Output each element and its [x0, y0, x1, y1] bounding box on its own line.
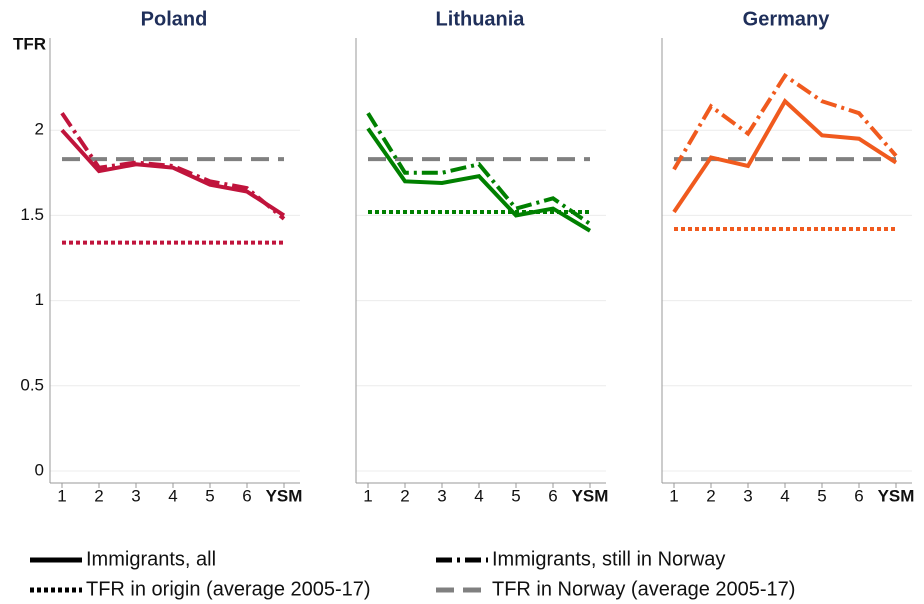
series-line [672, 72, 898, 171]
series-line [60, 128, 286, 218]
y-tick-label: 2 [35, 120, 44, 139]
x-tick-label: 3 [437, 486, 446, 505]
series-line [366, 127, 592, 233]
series-line [366, 112, 592, 226]
x-tick-label: 1 [363, 486, 372, 505]
legend-label: TFR in Norway (average 2005-17) [492, 578, 795, 600]
x-tick-label: 3 [131, 486, 140, 505]
y-tick-label: 0 [35, 460, 44, 479]
x-tick-label: 1 [57, 486, 66, 505]
x-tick-label: 4 [168, 486, 177, 505]
x-tick-label: 1 [669, 486, 678, 505]
series-line [672, 98, 898, 214]
x-tick-label: YSM [266, 486, 303, 505]
x-tick-label: 3 [743, 486, 752, 505]
legend-label: Immigrants, all [86, 548, 216, 570]
x-tick-label: 2 [400, 486, 409, 505]
x-tick-label: 4 [474, 486, 483, 505]
x-tick-label: 5 [205, 486, 214, 505]
x-tick-label: 6 [854, 486, 863, 505]
x-tick-label: 6 [242, 486, 251, 505]
x-tick-label: YSM [572, 486, 609, 505]
x-tick-label: 4 [780, 486, 789, 505]
x-tick-label: 5 [817, 486, 826, 505]
y-axis-label: TFR [13, 34, 46, 53]
y-tick-label: 1.5 [20, 205, 44, 224]
x-tick-label: 6 [548, 486, 557, 505]
panel-title: Lithuania [436, 8, 526, 30]
x-tick-label: YSM [878, 486, 915, 505]
x-tick-label: 2 [94, 486, 103, 505]
series-line [60, 112, 286, 221]
x-tick-label: 2 [706, 486, 715, 505]
legend-label: TFR in origin (average 2005-17) [86, 578, 371, 600]
panel-title: Germany [743, 8, 831, 30]
y-tick-label: 0.5 [20, 375, 44, 394]
y-tick-label: 1 [35, 290, 44, 309]
x-tick-label: 5 [511, 486, 520, 505]
legend-label: Immigrants, still in Norway [492, 548, 725, 570]
panel-title: Poland [141, 8, 208, 30]
